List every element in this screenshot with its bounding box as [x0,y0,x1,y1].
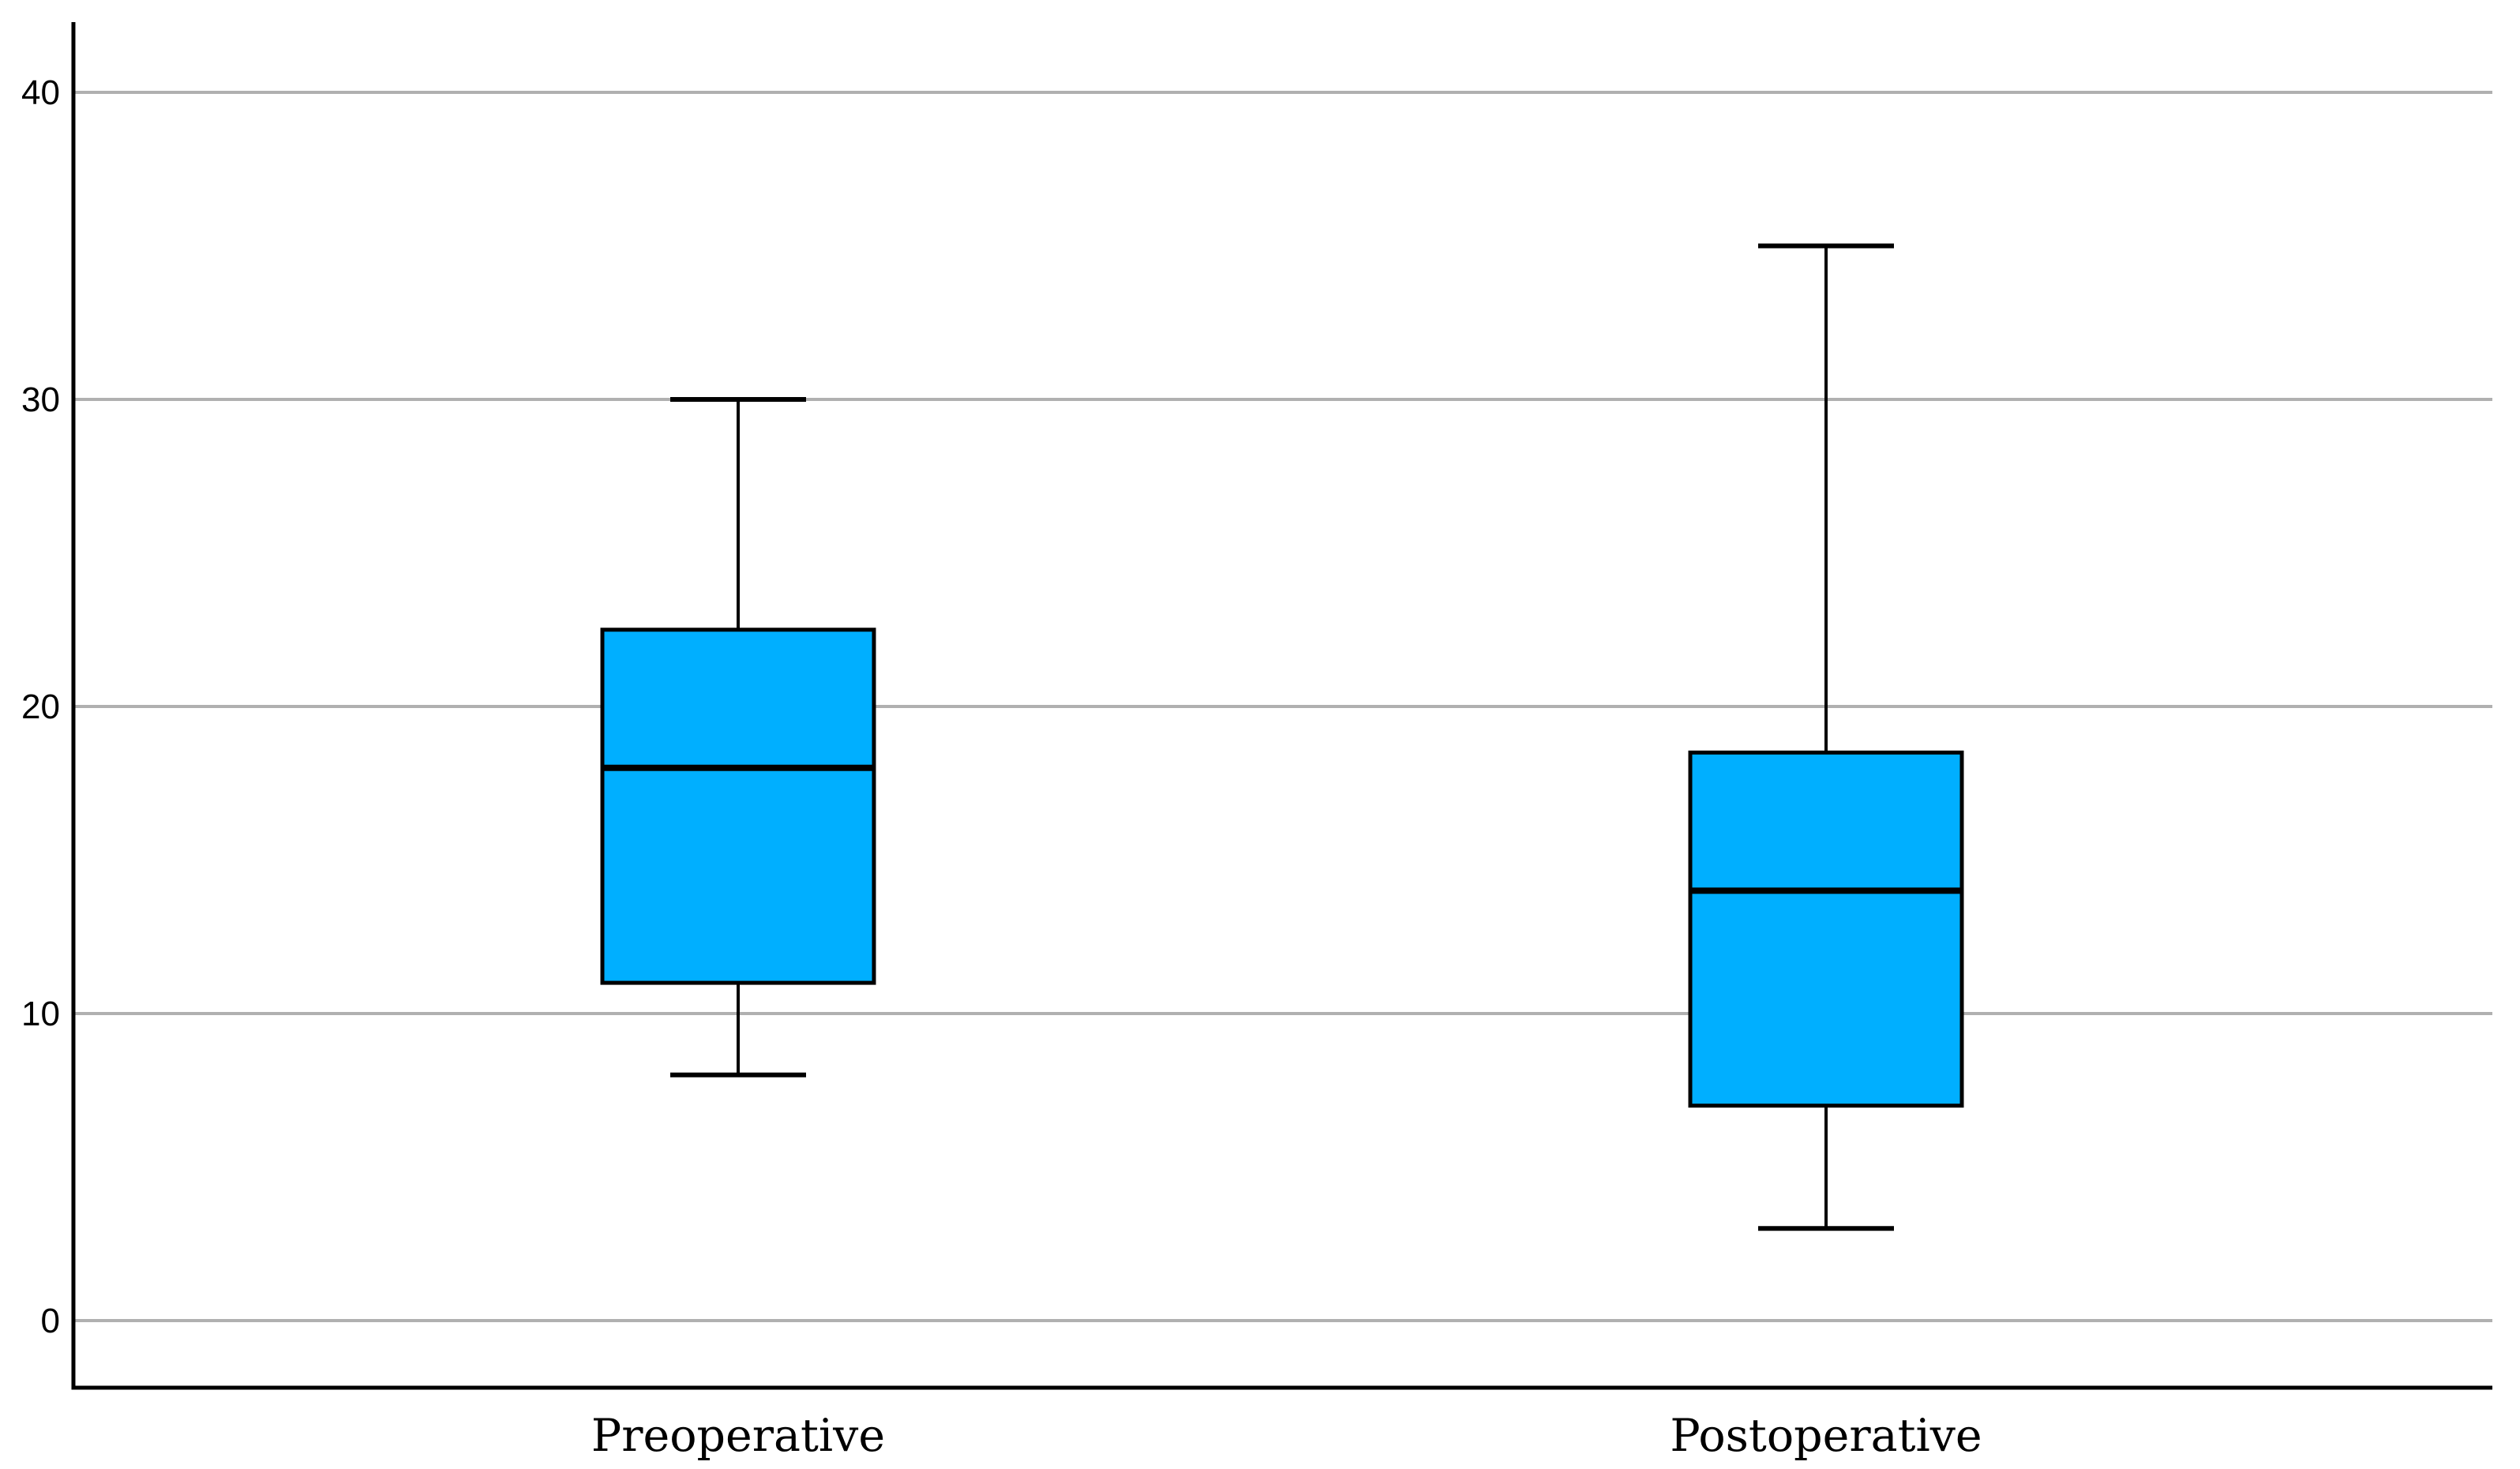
y-tick-label-10: 10 [21,995,60,1033]
y-tick-label-0: 0 [41,1302,60,1340]
category-label-postoperative: Postoperative [1670,1410,1982,1462]
y-tick-label-20: 20 [21,688,60,726]
box-postoperative [1688,750,1964,1108]
category-label-preoperative: Preoperative [591,1410,885,1462]
y-tick-label-40: 40 [21,73,60,112]
box-preoperative [600,628,876,985]
y-tick-label-30: 30 [21,380,60,419]
